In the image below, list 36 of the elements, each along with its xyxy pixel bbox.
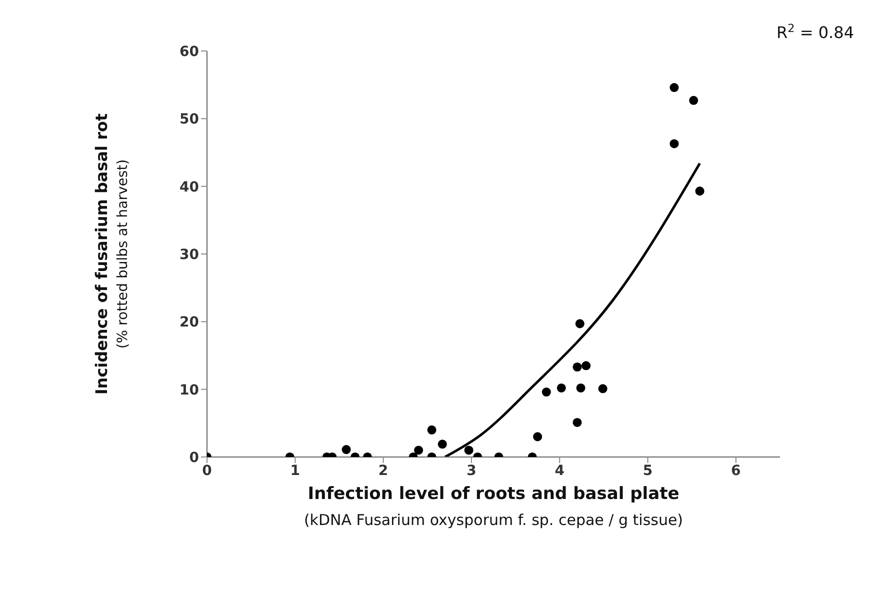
point xyxy=(572,362,582,372)
x-tick-label: 4 xyxy=(554,462,565,479)
text: R$^{2}$ = 0.84 xyxy=(776,22,854,42)
x-tick-label: 0 xyxy=(202,462,212,479)
y-tick-label: 50 xyxy=(180,112,200,128)
point xyxy=(670,139,679,148)
point xyxy=(414,446,424,455)
x-tick-label: 5 xyxy=(642,462,653,479)
point xyxy=(598,384,608,394)
x-tick-label: 6 xyxy=(731,462,741,479)
y-tick-label: 60 xyxy=(180,44,200,60)
point xyxy=(695,186,704,196)
y-tick-label: 10 xyxy=(180,382,200,398)
point xyxy=(533,432,542,442)
point xyxy=(438,440,447,449)
point xyxy=(582,361,591,370)
y-tick-label: 0 xyxy=(189,450,200,466)
point xyxy=(342,445,351,454)
x-tick-label: 3 xyxy=(466,462,476,479)
y-axis-title: Incidence of fusarium basal rot (% rotted bulbs at harvest) xyxy=(92,113,131,395)
y-tick-label: 20 xyxy=(180,314,200,331)
point xyxy=(572,418,582,427)
point xyxy=(427,425,436,434)
point xyxy=(670,83,679,92)
line-series xyxy=(444,162,702,457)
y-tick-label: 30 xyxy=(180,246,200,263)
point xyxy=(689,96,698,105)
point xyxy=(576,383,586,392)
point xyxy=(556,383,566,392)
point xyxy=(575,319,584,328)
x-axis-title: Infection level of roots and basal plate (kDNA Fusarium oxysporum f. sp. cepae / g tissue) xyxy=(304,484,684,529)
x-tick-label: 2 xyxy=(378,462,388,479)
point xyxy=(464,446,474,455)
point xyxy=(542,388,551,397)
y-tick-label: 40 xyxy=(180,179,200,196)
x-tick-label: 1 xyxy=(290,462,300,479)
